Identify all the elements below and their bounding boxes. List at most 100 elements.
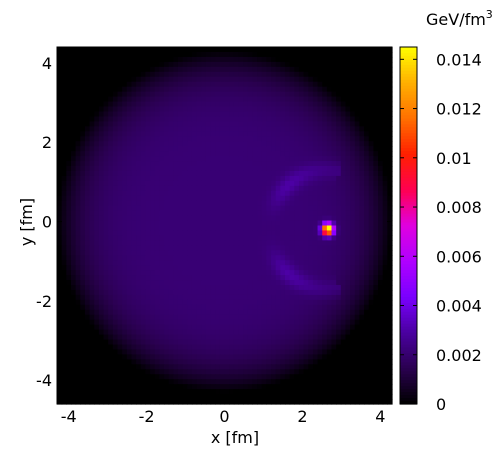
heatmap-cell (378, 76, 384, 83)
heatmap-cell (196, 225, 202, 232)
heatmap-cell (322, 195, 328, 202)
heatmap-cell (359, 131, 365, 137)
heatmap-cell (261, 309, 267, 316)
heatmap-cell (219, 161, 226, 167)
heatmap-cell (98, 215, 105, 222)
heatmap-cell (238, 349, 244, 356)
heatmap-cell (224, 180, 230, 187)
heatmap-cell (103, 195, 109, 202)
heatmap-cell (210, 185, 216, 192)
heatmap-cell (196, 339, 202, 346)
heatmap-cell (150, 111, 156, 118)
heatmap-cell (210, 349, 216, 356)
heatmap-cell (280, 319, 286, 326)
heatmap-cell (164, 374, 170, 380)
heatmap-cell (350, 289, 356, 296)
heatmap-cell (159, 230, 165, 237)
heatmap-cell (280, 275, 286, 281)
heatmap-cell (173, 389, 179, 395)
heatmap-cell (275, 71, 281, 78)
heatmap-cell (368, 225, 374, 232)
heatmap-cell (350, 354, 356, 360)
heatmap-cell (331, 215, 337, 222)
heatmap-cell (150, 319, 156, 326)
heatmap-cell (387, 379, 393, 385)
heatmap-cell (173, 215, 179, 222)
heatmap-cell (373, 369, 379, 375)
heatmap-cell (354, 240, 361, 246)
heatmap-cell (94, 240, 100, 246)
heatmap-cell (247, 205, 254, 212)
heatmap-cell (238, 265, 244, 271)
heatmap-cell (57, 151, 63, 157)
heatmap-cell (80, 364, 86, 370)
heatmap-cell (122, 156, 128, 162)
heatmap-cell (210, 141, 216, 147)
heatmap-cell (317, 255, 323, 261)
heatmap-cell (354, 215, 361, 222)
heatmap-cell (243, 190, 249, 197)
heatmap-cell (354, 294, 361, 301)
heatmap-cell (261, 225, 267, 232)
heatmap-cell (117, 344, 123, 351)
heatmap-cell (57, 369, 63, 375)
heatmap-cell (145, 91, 151, 98)
heatmap-cell (108, 106, 114, 113)
heatmap-cell (229, 260, 235, 266)
heatmap-cell (154, 76, 160, 83)
heatmap-cell (168, 47, 174, 53)
heatmap-cell (368, 101, 374, 108)
heatmap-cell (164, 205, 170, 212)
heatmap-cell (257, 106, 263, 113)
heatmap-cell (247, 235, 254, 241)
heatmap-cell (131, 230, 137, 237)
heatmap-cell (364, 220, 370, 227)
heatmap-cell (378, 185, 384, 192)
heatmap-cell (145, 76, 151, 83)
heatmap-cell (378, 250, 384, 256)
heatmap-cell (252, 47, 258, 53)
heatmap-cell (150, 106, 156, 113)
heatmap-cell (233, 121, 240, 127)
heatmap-cell (233, 364, 240, 370)
heatmap-cell (378, 329, 384, 336)
heatmap-cell (257, 96, 263, 103)
heatmap-cell (373, 240, 379, 246)
heatmap-cell (126, 265, 133, 271)
heatmap-cell (229, 86, 235, 93)
heatmap-cell (168, 131, 174, 137)
heatmap-cell (122, 111, 128, 118)
heatmap-cell (247, 384, 254, 390)
heatmap-cell (303, 374, 309, 380)
heatmap-cell (243, 354, 249, 360)
heatmap-cell (177, 265, 184, 271)
heatmap-cell (340, 51, 347, 58)
heatmap-cell (373, 359, 379, 365)
heatmap-cell (354, 359, 361, 365)
heatmap-cell (70, 255, 77, 261)
heatmap-cell (247, 294, 254, 301)
heatmap-cell (317, 200, 323, 207)
heatmap-cell (201, 359, 207, 365)
heatmap-cell (187, 81, 193, 88)
heatmap-cell (145, 334, 151, 341)
heatmap-cell (66, 86, 72, 93)
heatmap-cell (66, 136, 72, 142)
heatmap-cell (61, 299, 67, 306)
heatmap-cell (303, 200, 309, 207)
heatmap-cell (57, 66, 63, 73)
heatmap-cell (173, 289, 179, 296)
heatmap-cell (182, 91, 188, 98)
heatmap-cell (103, 131, 109, 137)
heatmap-cell (247, 66, 254, 73)
heatmap-cell (331, 141, 337, 147)
heatmap-cell (284, 190, 291, 197)
heatmap-cell (168, 81, 174, 88)
heatmap-cell (66, 319, 72, 326)
heatmap-cell (89, 289, 95, 296)
heatmap-cell (247, 240, 254, 246)
heatmap-cell (289, 344, 295, 351)
heatmap-cell (331, 175, 337, 182)
heatmap-cell (294, 374, 300, 380)
heatmap-cell (271, 161, 277, 167)
